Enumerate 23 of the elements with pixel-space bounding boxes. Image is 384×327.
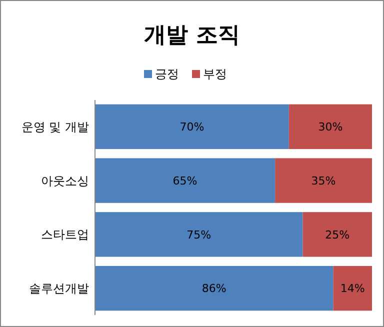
y-tick-label: 운영 및 개발 [21,120,89,134]
bar [333,266,372,311]
bar [275,158,372,203]
y-tick-label: 아웃소싱 [41,174,89,188]
chart-title: 개발 조직 [144,23,240,48]
data-label: 70% [180,120,204,134]
data-label: 65% [172,174,198,188]
bar [302,212,372,257]
bar [95,212,303,257]
data-label: 75% [186,228,212,242]
data-label: 14% [340,282,365,296]
data-label: 35% [311,174,336,188]
bar [288,104,372,150]
bar [95,158,276,203]
bar [95,104,289,150]
data-label: 25% [325,228,350,242]
legend-label: 부정 [203,67,227,81]
y-tick-label: 솔루션개발 [29,282,89,296]
y-tick-label: 스타트업 [41,228,89,242]
data-label: 30% [318,120,343,134]
bar [95,266,334,311]
legend-label: 긍정 [155,67,179,81]
data-label: 86% [202,282,226,296]
